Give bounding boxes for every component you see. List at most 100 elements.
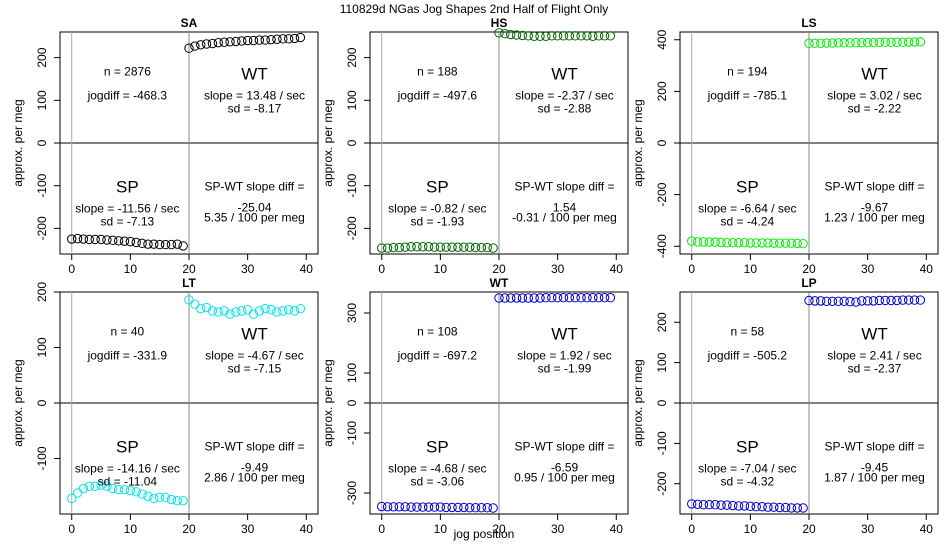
sp-point bbox=[798, 503, 808, 513]
wt-point bbox=[593, 31, 604, 41]
jogdiff-value: jogdiff = -331.9 bbox=[87, 349, 168, 363]
sp-point bbox=[728, 500, 738, 511]
panel-lt: LT 0 10 20 30 40 -100 0 100 200 approx. per meg n =… bbox=[11, 276, 319, 536]
sp-point bbox=[763, 502, 773, 512]
wt-point bbox=[874, 295, 885, 306]
sp-point bbox=[131, 237, 141, 248]
slope-diff-label: SP-WT slope diff = bbox=[205, 180, 305, 194]
wt-point bbox=[506, 293, 516, 303]
wt-point bbox=[804, 38, 814, 49]
wt-label: WT bbox=[551, 65, 577, 84]
sp-point bbox=[113, 236, 124, 246]
wt-point bbox=[886, 295, 896, 306]
sp-point bbox=[786, 238, 797, 248]
y-tick-label: -100 bbox=[35, 173, 49, 197]
sp-point bbox=[178, 241, 188, 251]
wt-point bbox=[909, 37, 920, 47]
sp-point bbox=[178, 495, 188, 506]
sp-point bbox=[125, 236, 136, 247]
panel-wt: WT 0 10 20 30 40 -300 -100 0 100 300 approx. per me… bbox=[321, 276, 629, 536]
sp-point bbox=[757, 238, 767, 248]
wt-point bbox=[570, 293, 580, 303]
wt-point bbox=[184, 43, 194, 53]
x-tick-label: 0 bbox=[378, 262, 385, 276]
sp-point bbox=[763, 238, 773, 248]
sp-slope: slope = -7.04 / sec bbox=[698, 462, 796, 476]
wt-point bbox=[225, 309, 235, 319]
wt-point bbox=[190, 299, 200, 309]
slope-diff-label: SP-WT slope diff = bbox=[515, 440, 615, 454]
wt-point bbox=[816, 38, 826, 49]
sp-point bbox=[377, 243, 387, 253]
wt-point bbox=[213, 37, 224, 48]
wt-point bbox=[511, 30, 522, 40]
slope-diff-permeg: 2.86 / 100 per meg bbox=[204, 471, 305, 485]
wt-point bbox=[827, 38, 838, 48]
sp-point bbox=[722, 237, 732, 248]
wt-point bbox=[833, 296, 844, 306]
sp-point bbox=[382, 502, 393, 512]
wt-slope: slope = 13.48 / sec bbox=[204, 89, 305, 103]
y-tick-label: 0 bbox=[35, 399, 49, 406]
sp-slope: slope = -14.16 / sec bbox=[75, 462, 180, 476]
wt-point bbox=[184, 295, 194, 305]
sp-point bbox=[710, 500, 720, 510]
wt-point bbox=[582, 31, 592, 41]
x-tick-label: 0 bbox=[688, 262, 695, 276]
sp-point bbox=[792, 503, 802, 513]
wt-point bbox=[213, 307, 224, 317]
wt-point bbox=[289, 33, 300, 44]
x-tick-label: 0 bbox=[68, 262, 75, 276]
y-axis-label: approx. per meg bbox=[631, 99, 645, 186]
panel-title: WT bbox=[490, 276, 509, 290]
sp-point bbox=[704, 237, 715, 247]
sp-point bbox=[476, 242, 487, 253]
wt-point bbox=[564, 293, 575, 303]
y-tick-label: -200 bbox=[655, 471, 669, 495]
wt-point bbox=[237, 306, 247, 316]
sp-point bbox=[166, 494, 177, 505]
panel-sa: SA 0 10 20 30 40 -200 -100 0 100 200 approx. per me… bbox=[11, 16, 319, 276]
sp-point bbox=[733, 501, 744, 511]
wt-point bbox=[605, 31, 616, 41]
y-tick-label: 0 bbox=[655, 139, 669, 146]
wt-point bbox=[839, 38, 849, 48]
sp-label: SP bbox=[116, 178, 139, 197]
x-tick-label: 40 bbox=[920, 522, 934, 536]
slope-diff-permeg: 5.35 / 100 per meg bbox=[204, 211, 305, 225]
sp-point bbox=[418, 502, 428, 512]
y-tick-label: 200 bbox=[35, 47, 49, 67]
wt-label: WT bbox=[241, 325, 267, 344]
slope-diff-permeg: -0.31 / 100 per meg bbox=[512, 211, 617, 225]
x-tick-label: 30 bbox=[861, 262, 875, 276]
sp-point bbox=[459, 502, 469, 513]
sp-point bbox=[716, 500, 726, 510]
wt-point bbox=[266, 305, 276, 315]
sp-point bbox=[476, 503, 487, 513]
wt-point bbox=[839, 296, 849, 306]
wt-point bbox=[541, 293, 551, 303]
x-tick-label: 30 bbox=[241, 262, 255, 276]
sp-point bbox=[149, 239, 159, 249]
sp-point bbox=[108, 483, 118, 494]
wt-point bbox=[500, 29, 510, 39]
wt-point bbox=[880, 37, 890, 48]
sp-point bbox=[119, 484, 130, 495]
sp-slope: slope = -6.64 / sec bbox=[698, 202, 796, 216]
jogdiff-value: jogdiff = -697.2 bbox=[397, 349, 478, 363]
sp-point bbox=[412, 502, 422, 512]
sp-point bbox=[769, 502, 779, 512]
y-tick-label: -200 bbox=[655, 182, 669, 206]
sp-point bbox=[84, 234, 95, 245]
sp-point bbox=[698, 500, 709, 510]
wt-point bbox=[810, 38, 820, 49]
sp-slope: slope = -4.68 / sec bbox=[388, 462, 486, 476]
wt-point bbox=[237, 36, 247, 46]
x-tick-label: 10 bbox=[124, 522, 138, 536]
wt-point bbox=[558, 31, 569, 41]
sp-sd: sd = -1.93 bbox=[411, 215, 465, 229]
x-tick-label: 30 bbox=[551, 522, 565, 536]
wt-point bbox=[547, 31, 557, 41]
sp-point bbox=[72, 233, 83, 244]
